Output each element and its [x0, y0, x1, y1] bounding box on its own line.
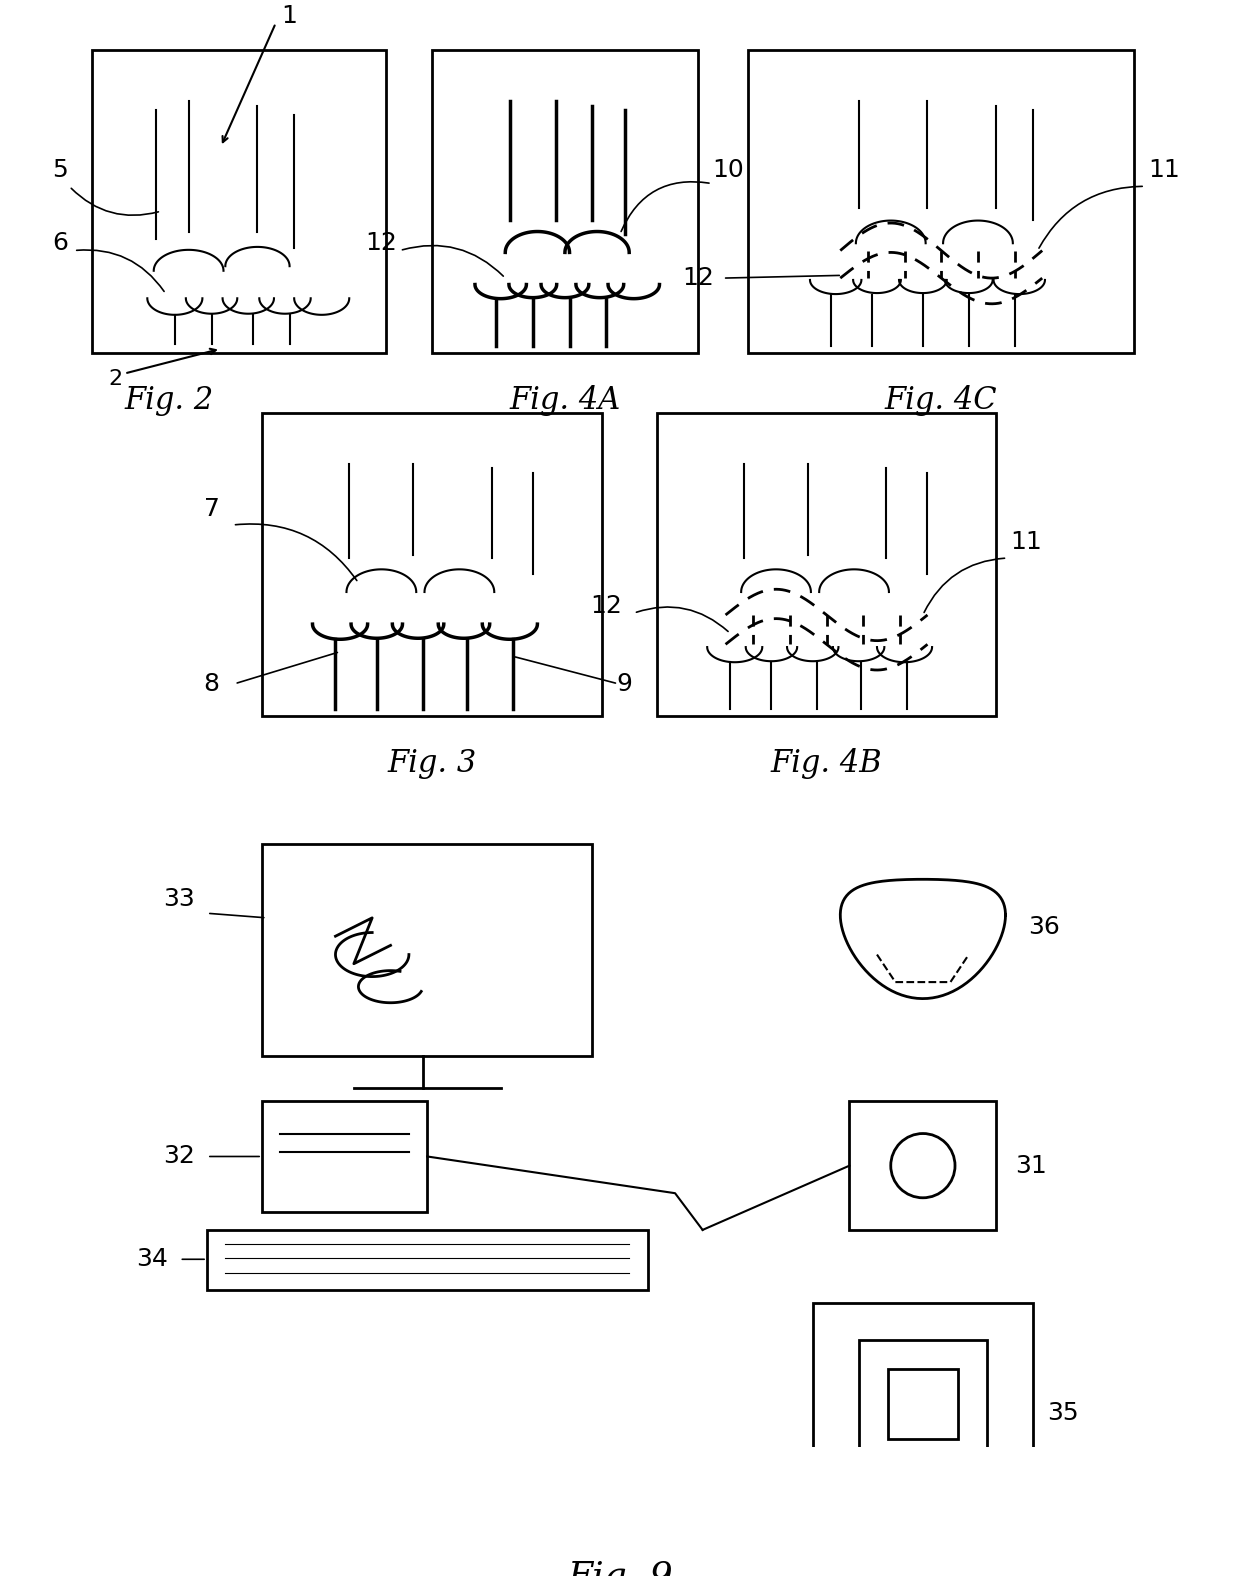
- Text: 5: 5: [52, 158, 68, 181]
- Bar: [262, 413, 601, 716]
- Text: Fig. 3: Fig. 3: [387, 749, 476, 779]
- Bar: [888, 1370, 957, 1439]
- Bar: [657, 413, 996, 716]
- Text: 32: 32: [164, 1144, 196, 1168]
- Text: 6: 6: [52, 232, 68, 255]
- Text: Fig. 4C: Fig. 4C: [885, 386, 997, 416]
- Text: 11: 11: [1011, 530, 1042, 553]
- Text: Fig. 9: Fig. 9: [567, 1560, 673, 1576]
- Text: 33: 33: [164, 887, 196, 911]
- Bar: [812, 1303, 1033, 1505]
- Bar: [432, 50, 698, 353]
- Bar: [262, 1102, 428, 1212]
- Text: 34: 34: [136, 1247, 167, 1272]
- Text: 8: 8: [203, 671, 219, 695]
- Text: 1: 1: [281, 3, 298, 28]
- Bar: [849, 1102, 996, 1229]
- Text: 7: 7: [203, 498, 219, 522]
- Bar: [207, 1229, 647, 1289]
- Text: 31: 31: [1014, 1154, 1047, 1177]
- Text: 36: 36: [1028, 916, 1060, 939]
- Text: 11: 11: [1148, 158, 1179, 181]
- Text: Fig. 2: Fig. 2: [124, 386, 213, 416]
- Text: 12: 12: [682, 266, 714, 290]
- Text: Fig. 4B: Fig. 4B: [771, 749, 883, 779]
- Text: 12: 12: [366, 232, 397, 255]
- Bar: [92, 50, 386, 353]
- Bar: [749, 50, 1135, 353]
- Text: Fig. 4A: Fig. 4A: [510, 386, 620, 416]
- Bar: [858, 1340, 987, 1469]
- Text: 12: 12: [590, 594, 622, 618]
- Text: 9: 9: [616, 671, 632, 695]
- Text: 10: 10: [712, 158, 744, 181]
- Text: 35: 35: [1047, 1401, 1079, 1425]
- Bar: [262, 845, 593, 1056]
- Text: 2: 2: [108, 369, 123, 389]
